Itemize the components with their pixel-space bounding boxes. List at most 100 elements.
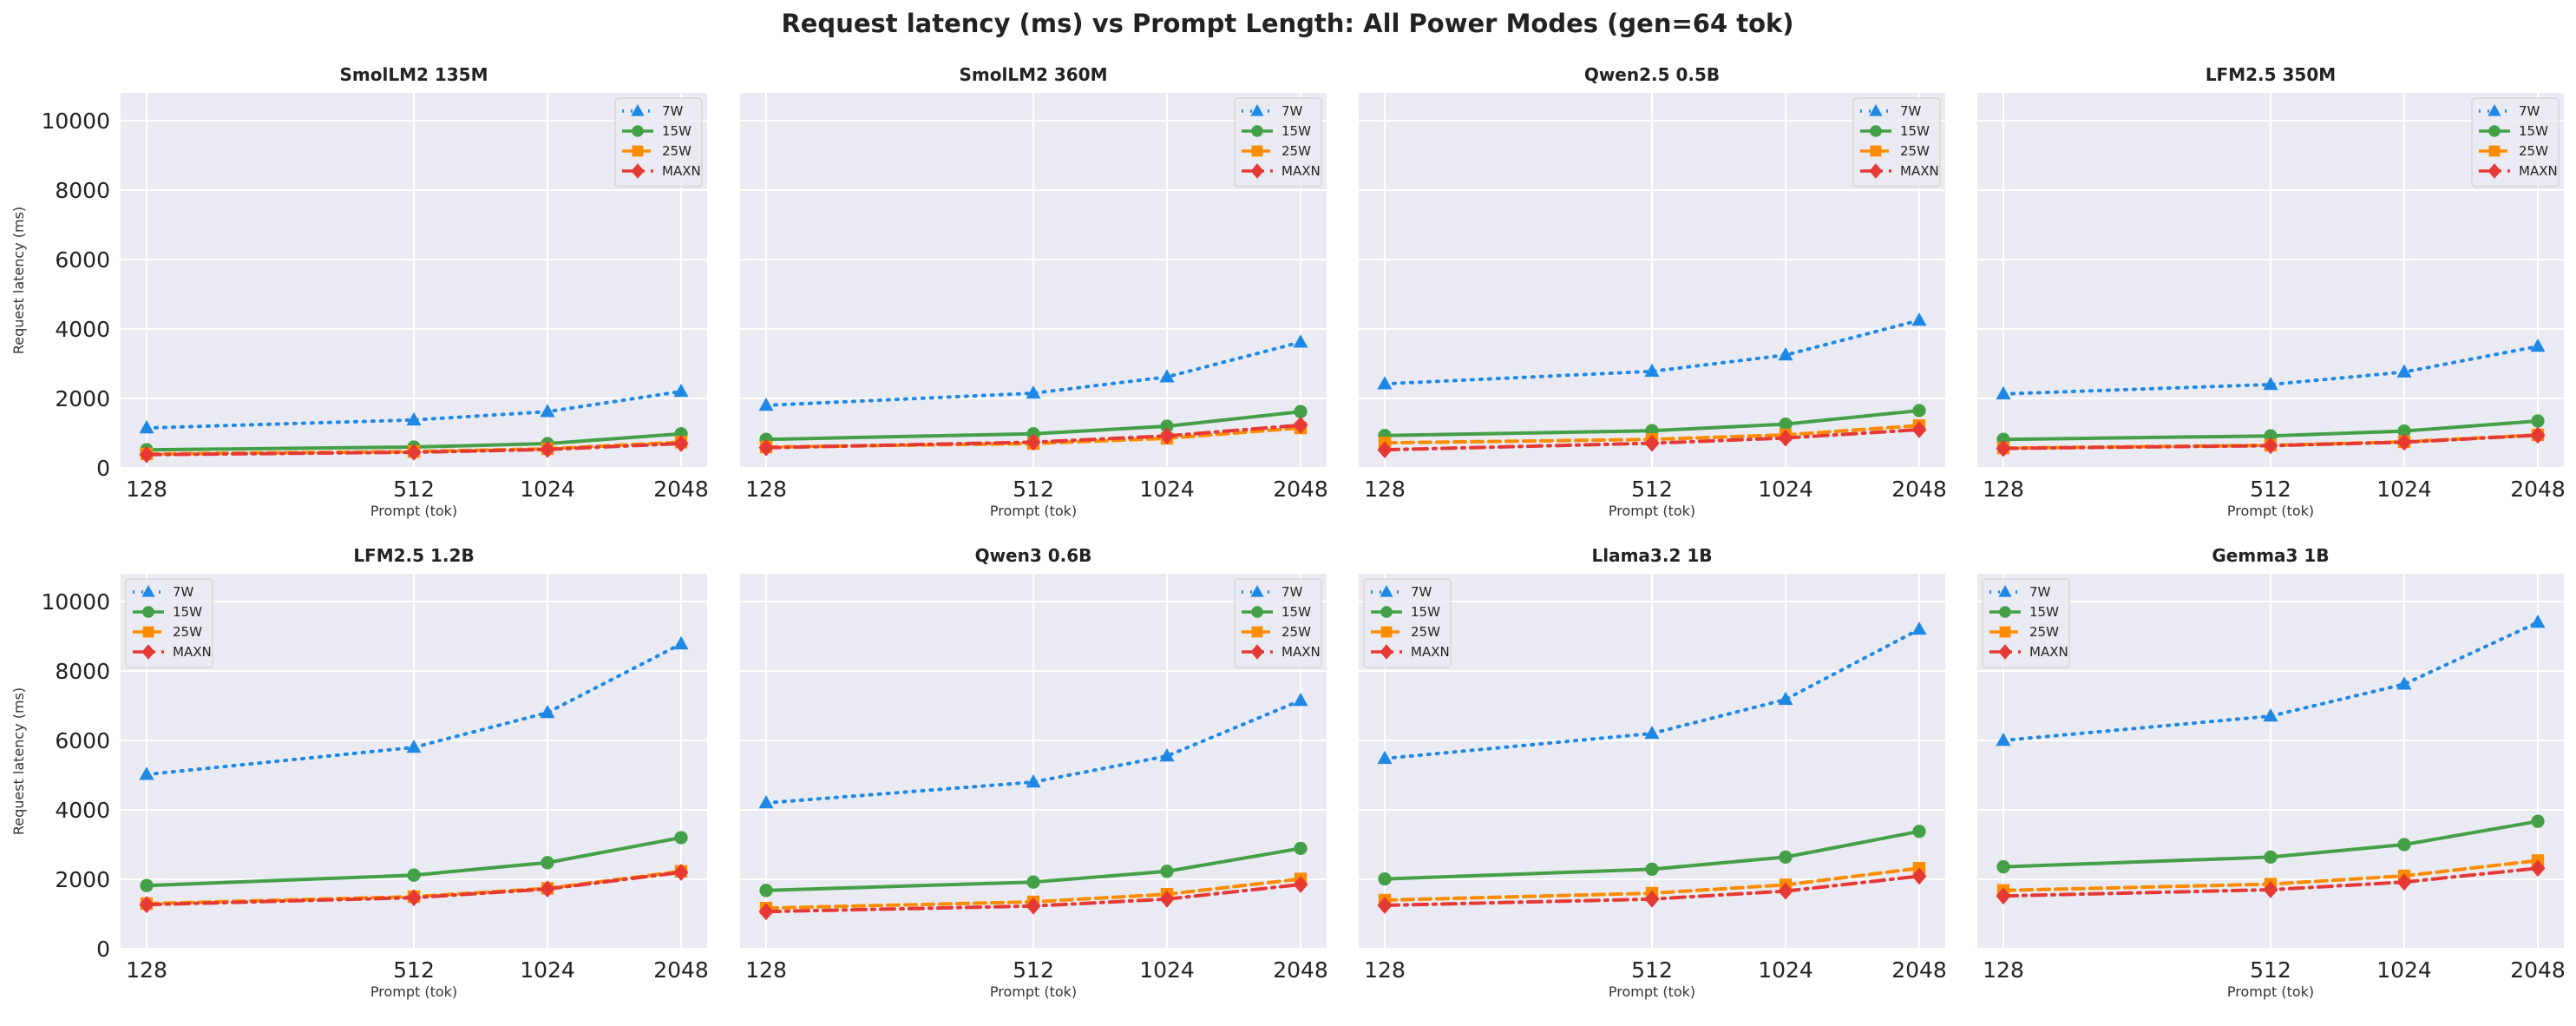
- legend-marker: [1998, 585, 2012, 597]
- series-7W: [1377, 622, 1927, 765]
- data-point: [1026, 774, 1041, 788]
- series-MAXN: [1996, 426, 2546, 457]
- x-tick-label: 1024: [520, 477, 575, 502]
- data-point: [1026, 875, 1040, 889]
- legend-marker: [1251, 606, 1263, 618]
- legend-marker: [1380, 585, 1393, 597]
- data-point: [1996, 733, 2011, 746]
- series-line: [764, 410, 1302, 442]
- x-axis-label: Prompt (tok): [2227, 983, 2314, 1000]
- data-point: [673, 635, 689, 650]
- y-tick-label: 6000: [55, 728, 110, 753]
- legend: 7W 15W 25W MAXN: [614, 97, 703, 187]
- y-tick-label: 0: [96, 937, 110, 962]
- data-point: [540, 705, 555, 719]
- data-point: [1026, 433, 1041, 451]
- series-7W: [1996, 339, 2546, 400]
- legend-label: 7W: [1281, 584, 1303, 600]
- legend-marker: [1869, 163, 1883, 179]
- x-axis-label: Prompt (tok): [370, 503, 457, 519]
- legend-label: 15W: [662, 123, 692, 139]
- legend-label: MAXN: [2519, 163, 2558, 179]
- x-tick-label: 2048: [2510, 477, 2566, 502]
- series-MAXN: [1996, 859, 2546, 905]
- data-point: [1911, 622, 1927, 635]
- data-point: [1644, 434, 1660, 452]
- series-15W: [140, 831, 688, 892]
- x-axis-label: Prompt (tok): [370, 983, 457, 1000]
- series-MAXN: [758, 416, 1308, 457]
- data-point: [1377, 441, 1393, 459]
- series-line: [1383, 319, 1921, 386]
- data-point: [2531, 414, 2545, 428]
- legend-label: 15W: [173, 604, 202, 620]
- subplot-1: SmolLM2 135M 128 512 1024 2048 Prompt (tok) 0 2…: [10, 64, 709, 519]
- subplot-5: LFM2.5 1.2B 128 512 1024 2048 Prompt (tok) 0 20…: [10, 545, 709, 1000]
- data-point: [1026, 385, 1041, 399]
- x-tick-label: 512: [393, 477, 435, 502]
- series-15W: [759, 841, 1308, 898]
- legend-marker: [2488, 125, 2501, 137]
- x-tick-label: 512: [1013, 957, 1054, 983]
- subplot-title: Gemma3 1B: [2212, 545, 2329, 566]
- legend-label: MAXN: [173, 644, 212, 660]
- series-line: [1383, 428, 1921, 452]
- data-point: [1911, 421, 1927, 438]
- legend-label: 7W: [2519, 103, 2540, 119]
- series-line: [145, 641, 683, 777]
- x-tick-label: 2048: [1273, 477, 1328, 502]
- x-tick-label: 128: [1983, 957, 2024, 983]
- legend-label: 25W: [173, 624, 202, 640]
- data-point: [1159, 748, 1175, 762]
- data-point: [540, 880, 555, 898]
- x-axis-label: Prompt (tok): [990, 503, 1077, 519]
- data-point: [1996, 859, 2010, 874]
- legend: 7W 15W 25W MAXN: [1982, 578, 2070, 668]
- series-MAXN: [1377, 421, 1927, 459]
- data-point: [139, 896, 154, 914]
- series-line: [764, 423, 1302, 450]
- legend-marker: [2488, 163, 2501, 179]
- legend: 7W 15W 25W MAXN: [1852, 97, 1941, 187]
- data-point: [1645, 862, 1659, 877]
- series-MAXN: [139, 864, 689, 914]
- data-point: [2396, 433, 2412, 451]
- x-tick-label: 1024: [1758, 477, 1813, 502]
- data-point: [2263, 708, 2278, 722]
- data-point: [758, 795, 774, 809]
- legend-label: MAXN: [1900, 163, 1939, 179]
- data-point: [673, 864, 689, 881]
- data-point: [758, 438, 774, 457]
- data-point: [2264, 850, 2278, 865]
- series-line: [1383, 829, 1921, 881]
- series-line: [2002, 621, 2540, 742]
- series-line: [1383, 409, 1921, 437]
- legend: 7W 15W 25W MAXN: [2471, 97, 2560, 187]
- legend-marker: [142, 606, 154, 618]
- series-7W: [139, 635, 689, 780]
- legend-label: 25W: [1411, 624, 1440, 640]
- data-point: [1377, 750, 1393, 765]
- legend-label: 25W: [662, 143, 692, 159]
- legend-label: MAXN: [1281, 163, 1321, 179]
- data-point: [1779, 850, 1793, 865]
- legend-marker: [1999, 626, 2011, 638]
- series-line: [145, 442, 683, 457]
- legend-marker: [141, 585, 155, 597]
- data-point: [759, 884, 773, 898]
- legend-label: MAXN: [1281, 644, 1321, 660]
- series-line: [2002, 345, 2540, 396]
- legend-marker: [1998, 644, 2012, 660]
- series-line: [764, 340, 1302, 407]
- data-point: [540, 440, 555, 458]
- series-MAXN: [758, 876, 1308, 921]
- series-line: [764, 846, 1302, 892]
- legend-marker: [632, 125, 644, 137]
- series-15W: [1378, 825, 1926, 886]
- data-point: [1294, 841, 1308, 856]
- data-point: [2396, 676, 2412, 690]
- subplot-title: LFM2.5 1.2B: [353, 545, 474, 566]
- data-point: [1294, 404, 1308, 418]
- legend-label: 7W: [173, 584, 194, 600]
- subplot-2: SmolLM2 360M 128 512 1024 2048 Prompt (tok) 7W…: [740, 64, 1328, 519]
